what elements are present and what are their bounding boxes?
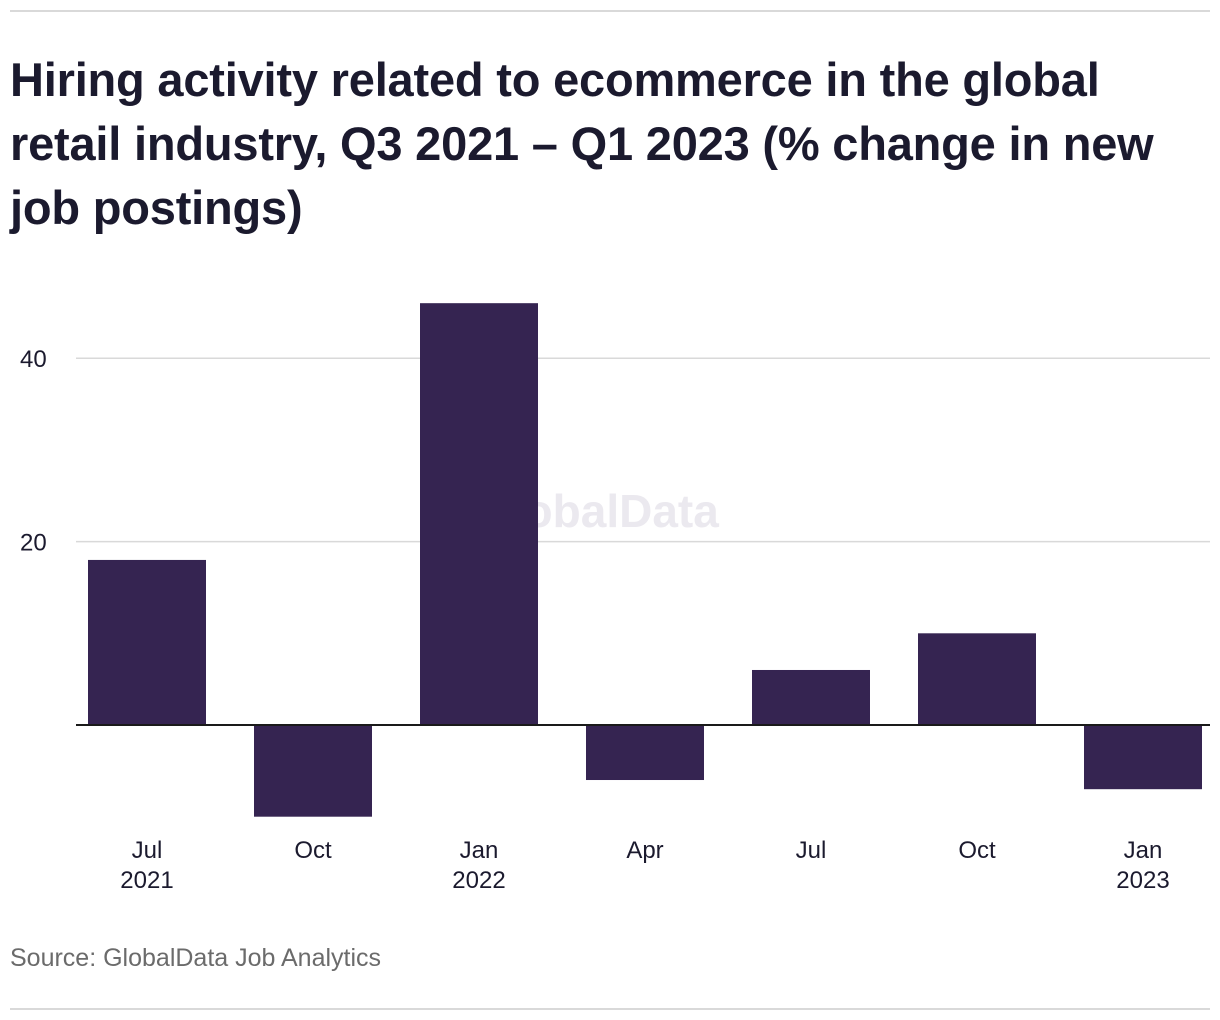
- x-tick-label: 2022: [452, 867, 505, 894]
- x-tick-label: Apr: [626, 837, 663, 864]
- gridlines: [76, 357, 1210, 543]
- x-tick-label: Jan: [460, 837, 499, 864]
- x-tick-label: 2021: [120, 867, 173, 894]
- bar: [586, 725, 704, 781]
- x-tick-label: Oct: [958, 837, 996, 864]
- x-axis-ticks: Jul 2021 Oct Jan 2022 Apr Jul Oct Jan 2023: [120, 837, 1169, 894]
- x-tick-label: 2023: [1116, 867, 1169, 894]
- x-tick-label: Jul: [796, 837, 827, 864]
- source-note: Source: GlobalData Job Analytics: [10, 944, 382, 972]
- bar: [420, 303, 538, 725]
- bottom-divider: [10, 1008, 1210, 1010]
- bar: [752, 669, 870, 725]
- y-tick-label: 20: [20, 530, 47, 557]
- top-divider: [10, 10, 1210, 12]
- chart-title: Hiring activity related to ecommerce in …: [10, 53, 1154, 234]
- bar: [254, 725, 372, 817]
- bar: [1084, 725, 1202, 790]
- bar: [918, 633, 1036, 725]
- bar: [88, 559, 206, 725]
- y-tick-label: 40: [20, 346, 47, 373]
- x-tick-label: Jul: [132, 837, 163, 864]
- bars: [88, 303, 1202, 817]
- x-tick-label: Oct: [294, 837, 332, 864]
- x-tick-label: Jan: [1124, 837, 1163, 864]
